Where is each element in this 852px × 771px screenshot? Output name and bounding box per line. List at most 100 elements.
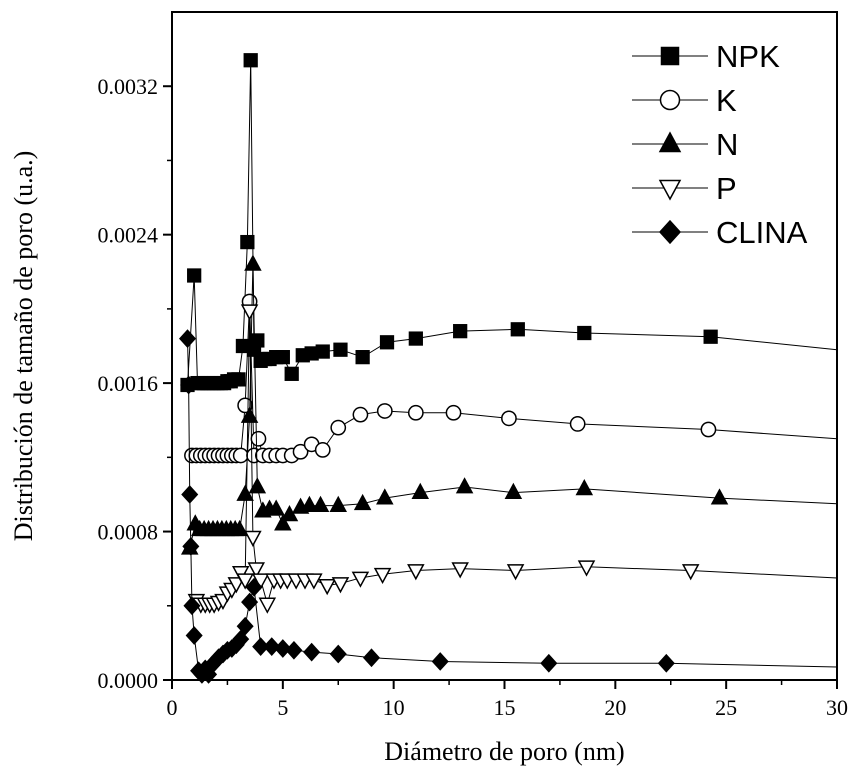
data-point-npk xyxy=(703,329,718,344)
data-point-npk xyxy=(510,322,525,337)
data-point-n xyxy=(300,495,319,512)
data-point-n xyxy=(244,254,262,271)
data-point-npk xyxy=(355,350,370,365)
data-point-n xyxy=(274,514,292,531)
data-point-n xyxy=(455,477,474,494)
series-p xyxy=(187,304,838,614)
data-point-npk xyxy=(379,335,395,350)
data-point-npk xyxy=(240,234,255,250)
legend-entry-npk: NPK xyxy=(632,39,780,74)
legend-marker xyxy=(658,179,682,201)
data-point-clina xyxy=(329,644,347,664)
legend-label: N xyxy=(716,127,738,162)
y-axis-label: Distribución de tamaño de poro (u.a.) xyxy=(9,151,38,542)
data-point-clina xyxy=(180,375,198,395)
legend-label: K xyxy=(716,83,737,118)
data-point-k xyxy=(445,404,462,421)
data-point-p xyxy=(305,573,323,590)
axis-layer: 0 5 10 15 20 25 30 0.0000 0.0008 0.0016 0.0024 0.00… xyxy=(98,74,849,720)
x-axis-label: Diámetro de poro (nm) xyxy=(384,737,624,766)
data-point-n xyxy=(353,493,372,511)
x-tick-label: 30 xyxy=(826,695,848,720)
data-point-n xyxy=(248,477,267,494)
data-point-clina xyxy=(274,639,292,658)
data-point-n xyxy=(311,495,330,512)
series-n xyxy=(180,254,838,555)
data-point-npk xyxy=(284,366,299,381)
data-point-npk xyxy=(187,268,202,283)
data-point-n xyxy=(230,519,249,537)
data-point-npk xyxy=(453,324,468,339)
series-line-n xyxy=(189,264,838,549)
data-point-clina xyxy=(179,329,197,348)
x-tick-label: 15 xyxy=(494,695,516,720)
series-k xyxy=(184,293,838,464)
y-tick-label: 0.0000 xyxy=(98,668,159,693)
data-point-npk xyxy=(315,344,330,359)
data-point-npk xyxy=(577,325,592,341)
data-point-n xyxy=(575,479,594,496)
data-point-k xyxy=(569,416,586,432)
data-point-npk xyxy=(275,350,290,365)
y-tick-label: 0.0024 xyxy=(98,223,159,248)
data-point-k xyxy=(292,443,309,460)
series-line-clina xyxy=(187,338,838,676)
data-point-n xyxy=(267,499,285,516)
y-tick-label: 0.0008 xyxy=(98,520,159,545)
x-tick-label: 10 xyxy=(383,695,405,720)
data-point-p xyxy=(331,577,350,594)
x-tick-label: 20 xyxy=(604,695,626,720)
data-point-p xyxy=(577,560,596,577)
data-point-clina xyxy=(183,596,201,616)
legend-marker xyxy=(658,219,682,245)
legend-entry-k: K xyxy=(632,83,737,118)
data-point-k xyxy=(376,403,393,419)
data-point-clina xyxy=(241,592,259,612)
y-tick-label: 0.0032 xyxy=(98,74,159,99)
data-point-p xyxy=(407,564,425,581)
data-point-p xyxy=(506,564,525,581)
data-point-npk xyxy=(333,342,348,357)
data-point-clina xyxy=(263,637,281,656)
legend-entry-clina: CLINA xyxy=(632,215,808,250)
data-point-k xyxy=(314,442,331,458)
data-point-p xyxy=(247,562,265,579)
data-point-p xyxy=(451,562,469,579)
data-point-k xyxy=(700,421,717,438)
data-point-k xyxy=(352,406,369,423)
data-point-npk xyxy=(243,53,258,68)
data-point-clina xyxy=(236,616,254,636)
data-point-n xyxy=(710,488,729,505)
data-point-p xyxy=(681,564,700,581)
x-tick-label: 25 xyxy=(715,695,737,720)
data-point-p xyxy=(240,304,259,321)
data-point-clina xyxy=(181,485,199,504)
data-point-clina xyxy=(182,537,200,556)
series-clina xyxy=(179,329,838,684)
data-point-k xyxy=(501,410,517,427)
legend-entry-n: N xyxy=(632,127,738,162)
series-npk xyxy=(180,53,838,393)
data-point-n xyxy=(504,482,523,499)
legend-entry-p: P xyxy=(632,171,737,206)
data-point-k xyxy=(232,447,249,464)
data-point-p xyxy=(236,573,254,590)
data-point-n xyxy=(329,495,348,512)
data-point-clina xyxy=(232,629,250,649)
legend-label: P xyxy=(716,171,737,206)
data-point-k xyxy=(330,419,347,436)
legend-marker xyxy=(660,46,680,66)
data-point-p xyxy=(318,578,336,596)
data-point-clina xyxy=(252,637,270,656)
data-point-clina xyxy=(362,648,381,668)
data-point-npk xyxy=(250,333,265,348)
data-point-clina xyxy=(185,626,203,645)
data-point-clina xyxy=(657,653,675,673)
data-point-clina xyxy=(540,653,558,673)
data-point-clina xyxy=(285,640,303,660)
data-point-npk xyxy=(408,331,423,346)
data-point-p xyxy=(351,571,370,588)
data-point-clina xyxy=(431,652,449,671)
legend: NPK KNP CLINA xyxy=(632,39,808,250)
